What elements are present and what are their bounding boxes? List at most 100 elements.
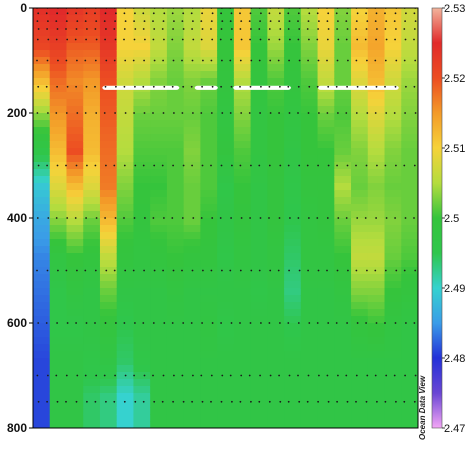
heatmap-cell: [116, 260, 135, 268]
heatmap-cell: [217, 127, 235, 135]
sample-dot: [278, 374, 280, 377]
heatmap-cell: [351, 148, 369, 156]
heatmap-cell: [99, 281, 118, 289]
sample-dot: [346, 85, 348, 88]
sample-dot: [153, 59, 156, 62]
sample-dot: [152, 374, 154, 377]
sample-dot: [337, 112, 339, 114]
heatmap-cell: [33, 92, 51, 100]
heatmap-cell: [317, 71, 335, 79]
sample-dot: [279, 85, 281, 88]
heatmap-cell: [116, 253, 135, 261]
heatmap-cell: [66, 400, 84, 408]
sample-dot: [346, 400, 349, 403]
heatmap-cell: [99, 372, 118, 380]
heatmap-cell: [166, 8, 185, 16]
heatmap-cell: [300, 232, 319, 240]
sample-dot: [191, 164, 194, 167]
heatmap-cell: [83, 15, 101, 23]
heatmap-cell: [367, 407, 386, 415]
heatmap-cell: [267, 57, 285, 65]
sample-dot: [258, 269, 261, 272]
sample-dot: [84, 20, 87, 22]
heatmap-cell: [200, 141, 218, 149]
heatmap-cell: [116, 225, 135, 233]
heatmap-cell: [267, 127, 285, 135]
heatmap-cell: [284, 239, 302, 247]
heatmap-cell: [49, 155, 68, 163]
heatmap-cell: [401, 197, 418, 205]
sample-dot: [403, 59, 406, 62]
sample-dot: [162, 374, 165, 377]
heatmap-cell: [133, 330, 151, 338]
heatmap-cell: [334, 155, 352, 163]
heatmap-cell: [367, 414, 386, 422]
heatmap-cell: [200, 358, 218, 366]
heatmap-cell: [367, 274, 386, 282]
heatmap-cell: [166, 414, 185, 422]
sample-dot: [356, 322, 359, 324]
heatmap-cell: [267, 246, 285, 254]
heatmap-cell: [183, 323, 201, 331]
heatmap-cell: [150, 141, 168, 149]
heatmap-cell: [200, 22, 218, 30]
heatmap-cell: [317, 8, 335, 16]
sample-dot: [114, 20, 116, 22]
heatmap-cell: [33, 50, 51, 58]
sample-dot: [355, 269, 358, 272]
heatmap-cell: [250, 169, 268, 177]
heatmap-cell: [99, 169, 118, 177]
sample-dot: [56, 85, 58, 88]
heatmap-cell: [267, 253, 285, 261]
sample-dot: [395, 269, 398, 272]
heatmap-cell: [33, 232, 51, 240]
sample-dot: [113, 28, 116, 30]
heatmap-cell: [317, 323, 335, 331]
heatmap-cell: [133, 323, 151, 331]
heatmap-cell: [267, 379, 285, 387]
sample-dot: [86, 400, 88, 403]
heatmap-cell: [66, 57, 84, 65]
sample-dot: [366, 269, 368, 272]
heatmap-cell: [217, 309, 235, 317]
sample-dot: [134, 400, 137, 403]
heatmap-cell: [217, 400, 235, 408]
heatmap-cell: [150, 169, 168, 177]
heatmap-cell: [250, 330, 268, 338]
sample-dot: [46, 400, 48, 403]
heatmap-cell: [351, 232, 369, 240]
heatmap-cell: [284, 64, 302, 72]
heatmap-cell: [351, 190, 369, 198]
heatmap-cell: [116, 99, 135, 107]
heatmap-cell: [49, 393, 68, 401]
heatmap-cell: [150, 232, 168, 240]
sample-dot: [375, 322, 378, 324]
heatmap-cell: [99, 211, 118, 219]
heatmap-cell: [183, 64, 201, 72]
heatmap-cell: [166, 351, 185, 359]
heatmap-cell: [99, 267, 118, 275]
heatmap-cell: [367, 64, 386, 72]
heatmap-cell: [284, 57, 302, 65]
sample-dot: [220, 400, 223, 403]
heatmap-cell: [367, 106, 386, 114]
heatmap-cell: [49, 190, 68, 198]
sample-dot: [143, 59, 146, 62]
sample-dot: [288, 112, 291, 114]
heatmap-cell: [200, 218, 218, 226]
heatmap-cell: [233, 57, 252, 65]
sample-dot: [46, 28, 48, 30]
sample-dot: [65, 269, 68, 272]
heatmap-cell: [83, 22, 101, 30]
sample-dot: [75, 164, 78, 167]
heatmap-cell: [300, 246, 319, 254]
heatmap-cell: [66, 148, 84, 156]
heatmap-cell: [250, 302, 268, 310]
heatmap-cell: [367, 421, 386, 428]
sample-dot: [345, 38, 348, 41]
sample-dot: [365, 400, 368, 403]
heatmap-cell: [284, 232, 302, 240]
sample-dot: [75, 28, 78, 30]
heatmap-cell: [133, 29, 151, 37]
heatmap-cell: [133, 225, 151, 233]
